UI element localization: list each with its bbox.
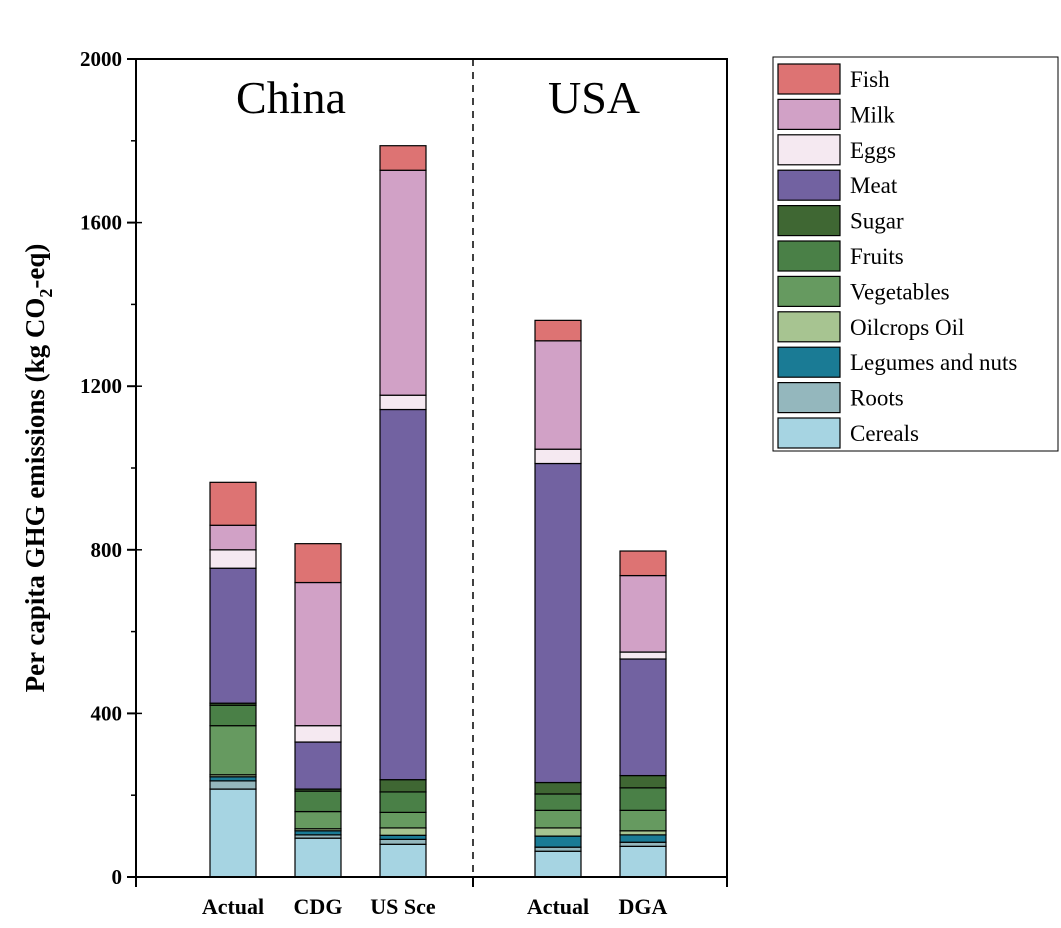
bar-segment-3-fruits (379, 791, 427, 813)
y-axis-label: Per capita GHG emissions (kg CO2-eq) (20, 244, 56, 693)
legend-label-eggs: Eggs (850, 138, 896, 163)
bar-segment-3-roots (379, 838, 427, 845)
legend-label-oilcrops-oil: Oilcrops Oil (850, 315, 964, 340)
bar-segment-5-roots (619, 841, 667, 847)
x-category-label-3: US Sce (370, 894, 436, 919)
bar-segment-1-vegetables (209, 725, 257, 776)
bar-segment-1-legumes-and-nuts (209, 776, 257, 782)
x-category-label-1: Actual (202, 894, 264, 919)
y-axis-label-end: -eq) (20, 244, 50, 289)
legend-label-roots: Roots (850, 386, 904, 411)
bar-segment-4-roots (534, 846, 582, 852)
bar-segment-2-milk (294, 581, 342, 727)
y-axis-label-main: Per capita GHG emissions (kg CO (20, 298, 50, 693)
bar-segment-2-fruits (294, 790, 342, 813)
y-tick-label-0: 0 (112, 865, 123, 889)
bar-segment-5-fish (619, 550, 667, 577)
y-axis-label-sub: 2 (36, 289, 56, 298)
bar-segment-1-meat (209, 567, 257, 704)
panel-label-china: China (236, 72, 346, 123)
bar-segment-5-oilcrops-oil (619, 830, 667, 836)
bar-segment-3-sugar (379, 779, 427, 793)
legend-label-meat: Meat (850, 173, 898, 198)
x-category-label-5: DGA (619, 894, 668, 919)
y-tick-label-2000: 2000 (80, 47, 122, 71)
bar-segment-2-fish (294, 543, 342, 584)
legend-swatch-fish (777, 63, 841, 95)
bar-segment-2-eggs (294, 725, 342, 743)
bar-segment-3-legumes-and-nuts (379, 834, 427, 840)
bar-segment-1-cereals (209, 788, 257, 878)
bar-segment-2-meat (294, 741, 342, 790)
y-tick-label-400: 400 (91, 701, 123, 725)
bar-segment-2-legumes-and-nuts (294, 830, 342, 836)
legend-label-sugar: Sugar (850, 209, 904, 234)
bar-segment-3-meat (379, 408, 427, 781)
bar-segment-4-eggs (534, 448, 582, 465)
bar-segment-5-fruits (619, 787, 667, 811)
legend-swatch-roots (777, 382, 841, 414)
legend-swatch-fruits (777, 240, 841, 272)
bar-segment-1-eggs (209, 549, 257, 569)
bar-segment-3-oilcrops-oil (379, 827, 427, 836)
legend-label-milk: Milk (850, 102, 895, 127)
legend-swatch-eggs (777, 134, 841, 166)
legend-swatch-oilcrops-oil (777, 311, 841, 343)
bar-segment-4-sugar (534, 781, 582, 795)
bar-segment-1-milk (209, 524, 257, 551)
bar-segment-3-vegetables (379, 811, 427, 829)
bar-segment-3-fish (379, 145, 427, 171)
bar-segment-5-cereals (619, 845, 667, 878)
bar-segment-4-oilcrops-oil (534, 827, 582, 837)
y-tick-label-1600: 1600 (80, 211, 122, 235)
legend-swatch-vegetables (777, 275, 841, 307)
legend-label-fish: Fish (850, 67, 890, 92)
bar-segment-4-fish (534, 319, 582, 342)
bar-segment-5-meat (619, 658, 667, 777)
legend-swatch-sugar (777, 205, 841, 237)
bar-segment-4-meat (534, 462, 582, 784)
axis-layer: China USA Per capita GHG emissions (kg C… (20, 47, 728, 919)
x-category-label-4: Actual (527, 894, 589, 919)
bar-segment-4-fruits (534, 793, 582, 811)
plot-layer (209, 145, 667, 878)
legend-label-fruits: Fruits (850, 244, 904, 269)
legend-swatch-legumes-and-nuts (777, 346, 841, 378)
bar-segment-4-milk (534, 340, 582, 450)
legend-swatch-cereals (777, 417, 841, 449)
bar-segment-5-eggs (619, 651, 667, 660)
bar-segment-1-fish (209, 481, 257, 526)
bar-segment-1-fruits (209, 704, 257, 727)
bar-segment-3-cereals (379, 843, 427, 878)
x-category-label-2: CDG (294, 894, 343, 919)
bar-segment-5-milk (619, 574, 667, 653)
y-tick-label-800: 800 (91, 538, 123, 562)
panel-label-usa: USA (548, 72, 640, 123)
bar-segment-3-eggs (379, 394, 427, 411)
legend-swatch-milk (777, 98, 841, 131)
legend-label-cereals: Cereals (850, 421, 919, 446)
bar-segment-5-sugar (619, 774, 667, 789)
bar-segment-5-legumes-and-nuts (619, 834, 667, 843)
legend-swatch-meat (777, 169, 841, 201)
bar-segment-4-legumes-and-nuts (534, 835, 582, 848)
bar-segment-5-vegetables (619, 809, 667, 832)
bar-segment-1-roots (209, 780, 257, 790)
bar-segment-4-cereals (534, 850, 582, 878)
bar-segment-3-milk (379, 169, 427, 396)
bar-segment-4-vegetables (534, 809, 582, 829)
bar-segment-2-cereals (294, 837, 342, 878)
y-tick-label-1200: 1200 (80, 374, 122, 398)
legend-label-legumes-and-nuts: Legumes and nuts (850, 350, 1017, 375)
bar-segment-2-vegetables (294, 810, 342, 830)
legend-label-vegetables: Vegetables (850, 279, 950, 304)
legend: Fish Milk Eggs Meat Sugar Fruits Vegetables Oil… (772, 56, 1059, 452)
